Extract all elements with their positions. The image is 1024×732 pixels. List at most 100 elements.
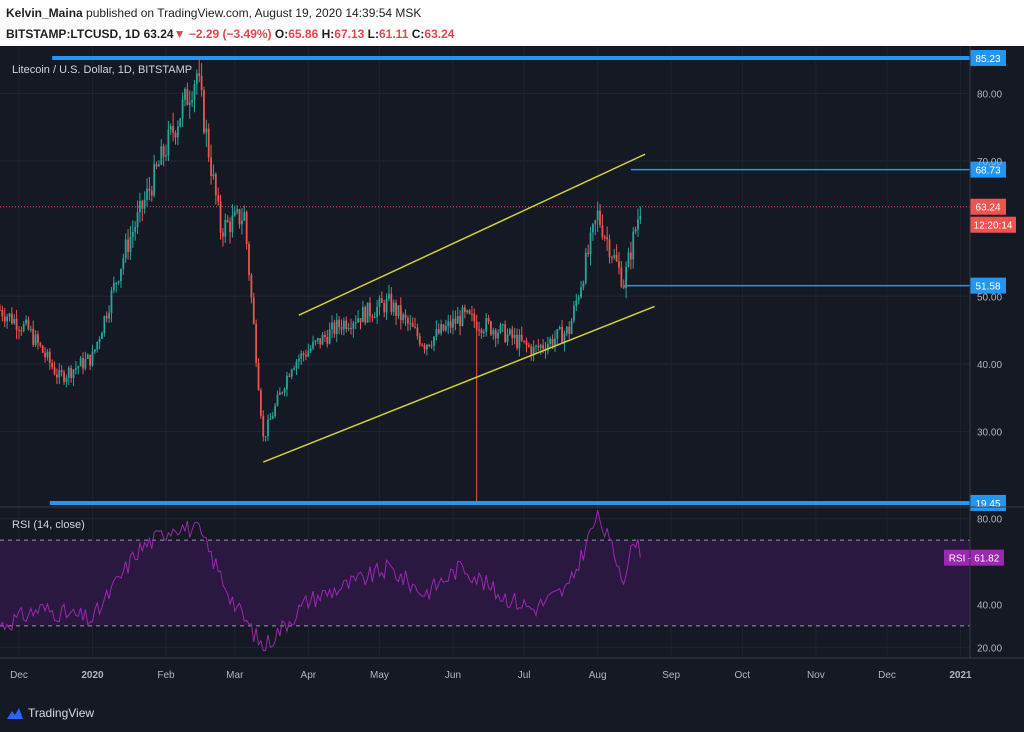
- axes: 30.00 40.00 50.00 70.00 80.00 20.00 40.00 80.00…: [0, 46, 1024, 681]
- candle-body: [606, 237, 609, 240]
- candle-body: [146, 188, 148, 200]
- candle-body: [546, 343, 549, 351]
- main-legend[interactable]: Litecoin / U.S. Dollar, 1D, BITSTAMP: [12, 64, 192, 76]
- candle-body: [314, 340, 317, 342]
- candle-body: [610, 257, 613, 259]
- candle-body: [482, 331, 485, 334]
- channel-lines[interactable]: [262, 153, 655, 463]
- current-price: 63.24: [143, 27, 174, 41]
- rsi-legend[interactable]: RSI (14, close): [12, 519, 85, 531]
- candle-body: [165, 155, 167, 157]
- candle-body: [490, 321, 492, 335]
- candle-body: [27, 319, 30, 330]
- candle-body: [22, 323, 25, 331]
- candle-body: [79, 358, 82, 367]
- horizontal-levels[interactable]: 85.23 68.73 51.58 19.45 63.24 12:20:14: [0, 49, 1016, 511]
- candle-body: [454, 318, 457, 324]
- candle-body: [440, 324, 443, 334]
- candle-body: [188, 102, 191, 105]
- candle-body: [471, 313, 473, 315]
- channel-line[interactable]: [298, 153, 646, 316]
- footer: TradingView: [0, 694, 1024, 732]
- candle-body: [297, 358, 300, 362]
- candle-body: [39, 342, 42, 346]
- candle-body: [373, 317, 376, 319]
- footer-brand[interactable]: TradingView: [28, 706, 95, 720]
- candle-body: [191, 100, 194, 103]
- candle-body: [101, 332, 103, 339]
- candle-body: [181, 99, 184, 119]
- candle-body: [452, 318, 454, 328]
- candle-body: [357, 318, 360, 323]
- candle-body: [539, 345, 542, 348]
- candle-body: [449, 321, 452, 328]
- candle-body: [32, 328, 35, 345]
- candle-body: [492, 330, 495, 335]
- candle-body: [354, 322, 357, 324]
- chart-area[interactable]: 85.23 68.73 51.58 19.45 63.24 12:20:14 RSI - …: [0, 46, 1024, 694]
- candle-body: [110, 290, 113, 313]
- candle-body: [302, 353, 305, 355]
- candle-body: [442, 324, 445, 331]
- candle-body: [257, 363, 260, 391]
- candle-body: [466, 310, 469, 313]
- candle-body: [193, 83, 196, 101]
- time-tick-label: Jun: [445, 670, 461, 681]
- candle-body: [324, 334, 326, 337]
- candle-body: [509, 329, 511, 335]
- candle-body: [53, 367, 56, 375]
- candle-body: [115, 282, 118, 284]
- candle-body: [608, 239, 611, 258]
- candle-body: [629, 252, 632, 260]
- candle-body: [290, 369, 293, 377]
- candle-body: [511, 329, 514, 339]
- candle-body: [525, 340, 528, 345]
- candle-body: [516, 334, 518, 349]
- time-tick-label: May: [370, 670, 389, 681]
- candle-body: [278, 392, 281, 395]
- time-tick-label: 2021: [949, 670, 972, 681]
- price-change: −2.29 (−3.49%): [188, 27, 272, 41]
- candle-body: [229, 221, 231, 233]
- level-price-label: 68.73: [975, 166, 1000, 177]
- candle-body: [217, 195, 220, 202]
- candle-body: [589, 232, 592, 255]
- candle-body: [397, 305, 400, 317]
- channel-line[interactable]: [262, 305, 655, 463]
- candle-body: [305, 354, 307, 357]
- candle-body: [0, 309, 1, 311]
- candle-body: [551, 338, 554, 346]
- last-price-tag: [970, 198, 1006, 215]
- candle-body: [136, 211, 139, 228]
- rsi-line: [0, 509, 641, 652]
- candle-body: [494, 330, 497, 339]
- candle-body: [380, 298, 383, 303]
- candle-body: [563, 333, 566, 343]
- rsi-tick-label: 80.00: [977, 515, 1002, 526]
- candle-body: [91, 351, 94, 366]
- candle-body: [293, 368, 295, 370]
- candle-body: [577, 297, 580, 301]
- candle-body: [480, 329, 483, 334]
- candle-body: [328, 329, 331, 344]
- candle-body: [584, 252, 587, 283]
- candle-body: [184, 88, 186, 100]
- candle-body: [200, 75, 203, 90]
- candle-body: [535, 345, 537, 347]
- candle-body: [224, 219, 227, 237]
- candle-body: [558, 327, 561, 330]
- candle-body: [72, 369, 75, 379]
- candle-body: [143, 199, 146, 209]
- candle-body: [169, 126, 172, 130]
- candle-body: [267, 419, 269, 437]
- candle-body: [399, 305, 402, 321]
- candle-body: [573, 305, 575, 321]
- time-tick-label: Oct: [735, 670, 751, 681]
- candle-body: [93, 349, 96, 352]
- price-chart-svg[interactable]: 85.23 68.73 51.58 19.45 63.24 12:20:14 RSI - …: [0, 46, 1024, 694]
- symbol-label: BITSTAMP:LTCUSD, 1D: [6, 27, 141, 41]
- author-name[interactable]: Kelvin_Maina: [6, 6, 83, 20]
- candle-body: [203, 89, 205, 133]
- time-tick-label: Feb: [157, 670, 175, 681]
- candle-body: [77, 366, 80, 369]
